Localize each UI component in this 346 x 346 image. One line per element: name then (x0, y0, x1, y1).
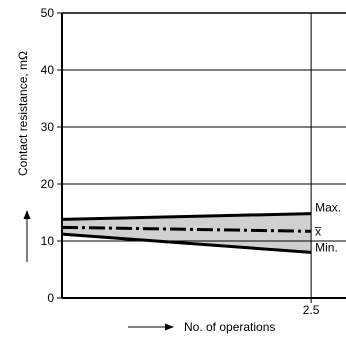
series-line (61, 225, 312, 233)
min-max-band (62, 213, 312, 253)
x-axis-label: No. of operations (184, 320, 275, 334)
x-axis-arrow-head (165, 323, 174, 331)
series-label: Min. (315, 240, 338, 254)
series-label: x̅ (314, 224, 322, 238)
y-axis-label: Contact resistance, mΩ (16, 51, 30, 176)
series-line (61, 212, 312, 221)
series-label: Max. (315, 201, 341, 215)
series-line (61, 232, 312, 254)
y-tick-label: 30 (41, 120, 55, 134)
y-tick-label: 10 (41, 234, 55, 248)
y-tick-label: 50 (41, 6, 55, 20)
y-tick-label: 20 (41, 177, 55, 191)
y-axis-arrow-head (23, 210, 31, 219)
y-tick-label: 0 (47, 291, 54, 305)
x-tick-label: 2.5 (303, 303, 320, 317)
y-tick-label: 40 (41, 63, 55, 77)
